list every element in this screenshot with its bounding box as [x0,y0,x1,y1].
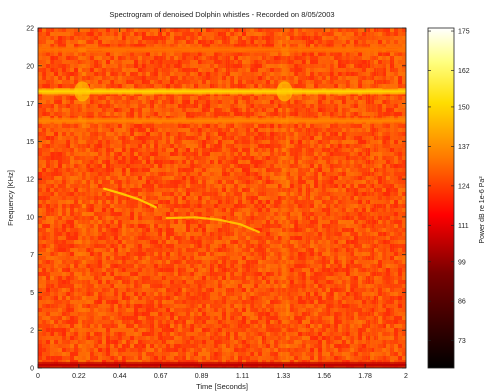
y-tick-label: 22 [26,26,34,33]
x-tick-label: 0 [36,373,40,380]
y-axis-label: Frequency [KHz] [6,170,15,226]
y-tick-label: 12 [26,177,34,184]
spectrogram-plot [38,28,406,368]
x-tick-label: 0.67 [154,373,168,380]
plot-frame [37,27,407,369]
x-tick-label: 0.89 [195,373,209,380]
whistle-contour-5 [103,187,157,209]
y-tick-label: 20 [26,63,34,70]
colorbar-tick-label: 124 [458,183,470,190]
colorbar-tick-label: 175 [458,29,470,36]
colorbar-tick-label: 99 [458,259,466,266]
colorbar-tick-label: 111 [458,223,469,230]
y-tick-label: 10 [26,214,34,221]
colorbar-axis: 73 86 99 111 124 137 150 162 175 [428,29,470,345]
colorbar [427,27,455,369]
y-tick-label: 0 [30,366,34,373]
y-tick-label: 5 [30,290,34,297]
x-tick-label: 0.22 [72,373,86,380]
x-tick-label: 2 [404,373,408,380]
colorbar-label: Power dB re 1e-6 Pa² [479,176,486,244]
click-4 [276,81,293,102]
colorbar-tick-label: 162 [458,68,470,75]
y-tick-label: 15 [26,139,34,146]
colorbar-tick-label: 86 [458,299,466,306]
y-tick-label: 2 [30,328,34,335]
click-3 [74,81,91,102]
colorbar-tick-label: 73 [458,338,466,345]
y-tick-label: 17 [26,101,34,108]
colorbar-tick-label: 150 [458,104,470,111]
whistle-contour-6 [165,216,260,234]
x-axis: 0 0.22 0.44 0.67 0.89 1.11 1.33 1.56 1.78 2 [36,28,408,380]
x-tick-label: 1.78 [358,373,372,380]
noise-texture [38,28,406,368]
x-tick-label: 0.44 [113,373,127,380]
chart-title: Spectrogram of denoised Dolphin whistles… [109,10,334,19]
x-axis-label: Time [Seconds] [196,382,248,391]
x-tick-label: 1.11 [236,373,249,380]
colorbar-tick-label: 137 [458,144,470,151]
x-tick-label: 1.33 [277,373,291,380]
x-tick-label: 1.56 [317,373,331,380]
y-axis: 0 2 5 7 10 12 15 17 20 22 [26,26,406,373]
y-tick-label: 7 [30,252,34,259]
